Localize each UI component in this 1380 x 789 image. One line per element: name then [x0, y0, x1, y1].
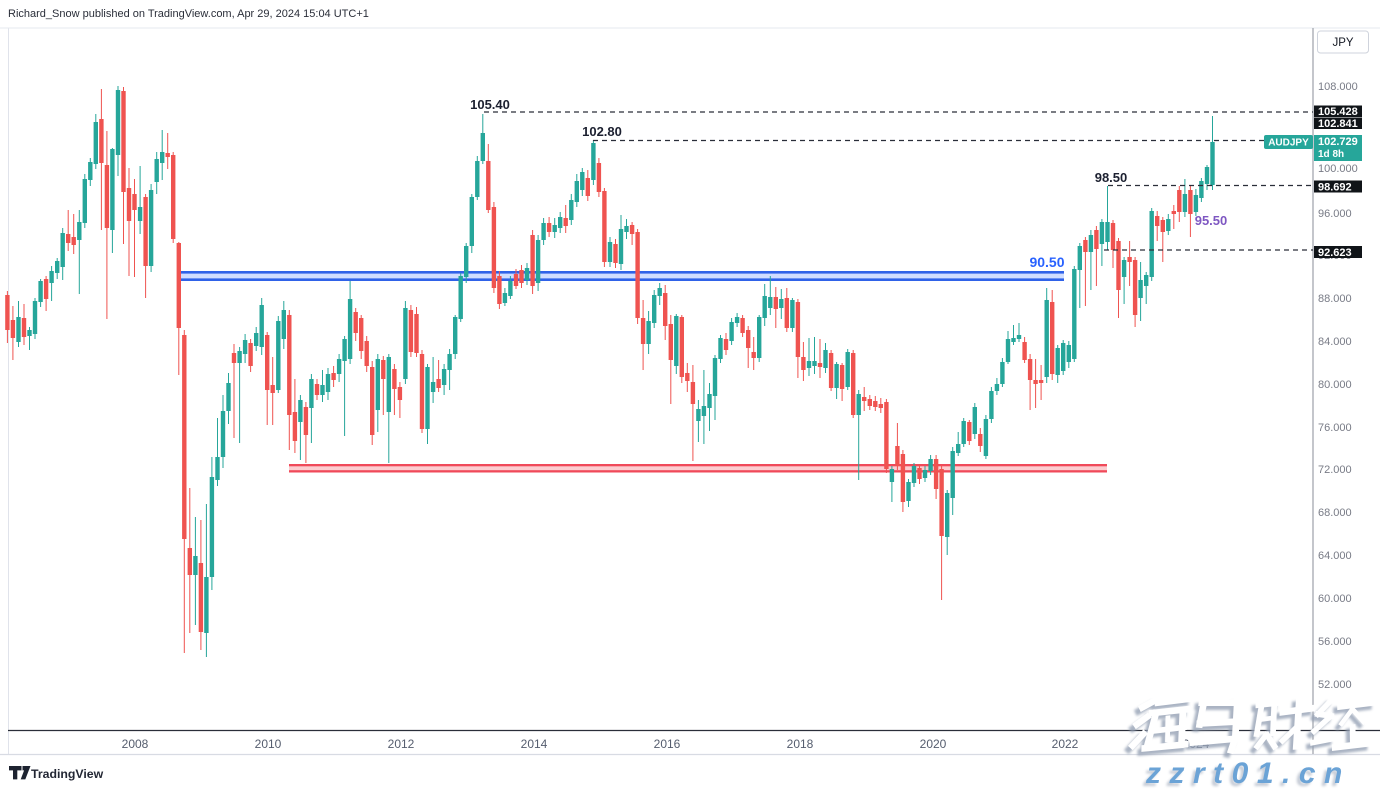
svg-text:1d 8h: 1d 8h	[1318, 149, 1344, 160]
svg-text:56.000: 56.000	[1318, 636, 1352, 648]
svg-text:2020: 2020	[920, 737, 947, 751]
svg-text:52.000: 52.000	[1318, 679, 1352, 691]
svg-text:102.729: 102.729	[1318, 136, 1358, 148]
svg-text:105.428: 105.428	[1318, 106, 1358, 118]
svg-text:2010: 2010	[255, 737, 282, 751]
svg-text:2016: 2016	[654, 737, 681, 751]
svg-text:76.000: 76.000	[1318, 422, 1352, 434]
svg-text:64.000: 64.000	[1318, 550, 1352, 562]
svg-text:AUDJPY: AUDJPY	[1268, 138, 1309, 149]
svg-text:2018: 2018	[787, 737, 814, 751]
svg-text:98.50: 98.50	[1095, 170, 1128, 185]
svg-text:2008: 2008	[122, 737, 149, 751]
svg-text:96.000: 96.000	[1318, 208, 1352, 220]
svg-text:JPY: JPY	[1332, 37, 1353, 49]
svg-text:72.000: 72.000	[1318, 464, 1352, 476]
svg-text:88.000: 88.000	[1318, 293, 1352, 305]
svg-text:zzrt01.cn: zzrt01.cn	[1145, 757, 1351, 789]
svg-text:95.50: 95.50	[1195, 213, 1228, 228]
svg-text:zzrt01.cn: zzrt01.cn	[1142, 760, 1348, 789]
svg-text:92.623: 92.623	[1318, 247, 1352, 259]
svg-text:TradingView: TradingView	[31, 767, 104, 781]
svg-text:2022: 2022	[1052, 737, 1079, 751]
svg-text:102.80: 102.80	[582, 124, 622, 139]
svg-text:108.000: 108.000	[1318, 81, 1358, 93]
svg-text:68.000: 68.000	[1318, 507, 1352, 519]
svg-text:2014: 2014	[521, 737, 548, 751]
svg-text:84.000: 84.000	[1318, 336, 1352, 348]
svg-text:90.50: 90.50	[1029, 254, 1064, 270]
svg-text:102.841: 102.841	[1318, 118, 1358, 130]
svg-text:2012: 2012	[388, 737, 415, 751]
svg-text:105.40: 105.40	[470, 97, 510, 112]
svg-text:98.692: 98.692	[1318, 182, 1352, 194]
svg-text:80.000: 80.000	[1318, 379, 1352, 391]
svg-text:60.000: 60.000	[1318, 593, 1352, 605]
svg-text:100.000: 100.000	[1318, 163, 1358, 175]
svg-text:Richard_Snow published on Trad: Richard_Snow published on TradingView.co…	[8, 8, 369, 20]
